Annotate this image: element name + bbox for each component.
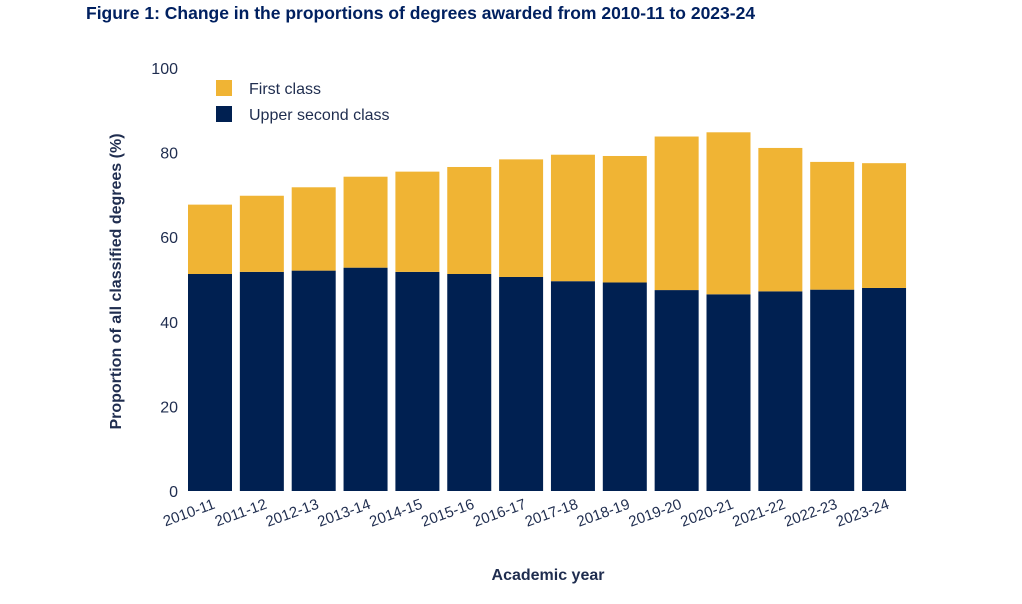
y-axis-title: Proportion of all classified degrees (%) [108, 133, 125, 429]
x-tick-label: 2013-14 [315, 496, 373, 531]
y-tick-label: 0 [169, 484, 178, 501]
x-tick-label: 2016-17 [471, 496, 529, 531]
x-tick-label: 2023-24 [834, 496, 892, 531]
bar-first-class-2018-19 [602, 155, 647, 283]
bar-first-class-2022-23 [810, 161, 855, 290]
y-tick-label: 80 [160, 146, 178, 163]
bar-upper-second-class-2022-23 [810, 289, 855, 491]
bar-upper-second-class-2019-20 [654, 290, 699, 491]
bar-upper-second-class-2016-17 [499, 276, 544, 491]
bar-upper-second-class-2023-24 [862, 287, 907, 491]
x-tick-label: 2017-18 [523, 496, 581, 531]
bar-first-class-2012-13 [291, 187, 336, 271]
bar-first-class-2014-15 [395, 171, 440, 272]
bar-upper-second-class-2014-15 [395, 271, 440, 491]
bar-upper-second-class-2017-18 [550, 281, 595, 491]
bar-first-class-2021-22 [758, 147, 803, 292]
bar-upper-second-class-2010-11 [188, 274, 232, 491]
bar-upper-second-class-2013-14 [343, 267, 388, 491]
x-tick-label: 2020-21 [678, 496, 736, 531]
bar-upper-second-class-2020-21 [706, 294, 751, 491]
legend-label: Upper second class [249, 107, 390, 124]
y-tick-label: 20 [160, 399, 178, 416]
bar-first-class-2011-12 [239, 195, 284, 272]
legend-swatch [216, 80, 232, 96]
x-tick-label: 2022-23 [782, 496, 840, 531]
bar-first-class-2013-14 [343, 176, 388, 268]
y-tick-label: 100 [151, 61, 178, 78]
x-tick-label: 2011-12 [213, 496, 269, 530]
bar-upper-second-class-2018-19 [602, 282, 647, 491]
x-tick-label: 2015-16 [419, 496, 477, 531]
x-axis-title: Academic year [492, 567, 605, 584]
x-tick-label: 2018-19 [575, 496, 633, 531]
x-tick-label: 2012-13 [264, 496, 322, 531]
legend-label: First class [249, 81, 321, 98]
bar-upper-second-class-2015-16 [447, 274, 492, 491]
bar-upper-second-class-2021-22 [758, 291, 803, 491]
bar-first-class-2017-18 [550, 154, 595, 282]
x-tick-label: 2021-22 [730, 496, 788, 531]
bar-first-class-2016-17 [499, 159, 544, 277]
bar-upper-second-class-2012-13 [291, 270, 336, 491]
bar-first-class-2019-20 [654, 136, 699, 291]
bar-upper-second-class-2011-12 [239, 271, 284, 491]
bar-first-class-2010-11 [188, 204, 232, 275]
bar-first-class-2023-24 [862, 163, 907, 288]
y-tick-label: 60 [160, 230, 178, 247]
y-tick-label: 40 [160, 315, 178, 332]
x-tick-label: 2019-20 [626, 496, 684, 531]
bar-first-class-2015-16 [447, 166, 492, 275]
x-tick-label: 2014-15 [367, 496, 425, 531]
figure-title: Figure 1: Change in the proportions of d… [86, 3, 756, 23]
legend-swatch [216, 106, 232, 122]
bar-first-class-2020-21 [706, 132, 751, 295]
